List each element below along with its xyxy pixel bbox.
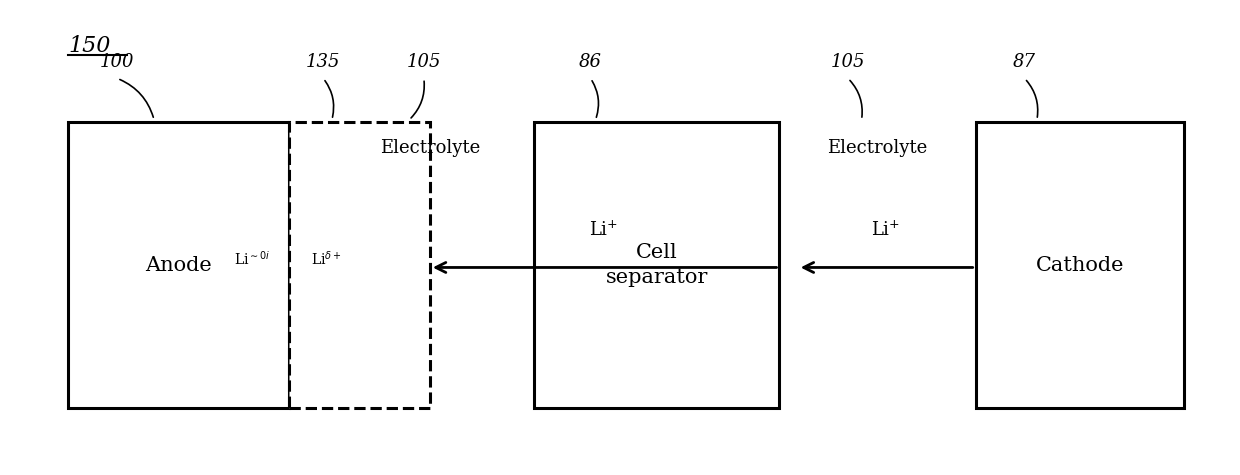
Bar bbox=[534, 122, 780, 408]
Text: 86: 86 bbox=[579, 53, 603, 71]
Text: Li$^{\sim0i}$: Li$^{\sim0i}$ bbox=[234, 249, 270, 267]
Text: 105: 105 bbox=[831, 53, 866, 71]
Text: 87: 87 bbox=[1013, 53, 1037, 71]
Text: Electrolyte: Electrolyte bbox=[827, 139, 928, 157]
Text: Anode: Anode bbox=[145, 256, 212, 275]
Text: 100: 100 bbox=[100, 53, 135, 71]
Text: Cathode: Cathode bbox=[1035, 256, 1123, 275]
Text: Electrolyte: Electrolyte bbox=[379, 139, 480, 157]
Bar bbox=[68, 122, 289, 408]
Text: Cell
separator: Cell separator bbox=[605, 243, 708, 287]
Bar bbox=[976, 122, 1184, 408]
Text: Li$^{+}$: Li$^{+}$ bbox=[872, 220, 900, 240]
Text: 105: 105 bbox=[407, 53, 441, 71]
Bar bbox=[289, 122, 430, 408]
Text: 150: 150 bbox=[68, 35, 110, 57]
Text: 135: 135 bbox=[306, 53, 341, 71]
Text: Li$^{+}$: Li$^{+}$ bbox=[589, 220, 619, 240]
Text: Li$^{\delta+}$: Li$^{\delta+}$ bbox=[311, 249, 342, 267]
